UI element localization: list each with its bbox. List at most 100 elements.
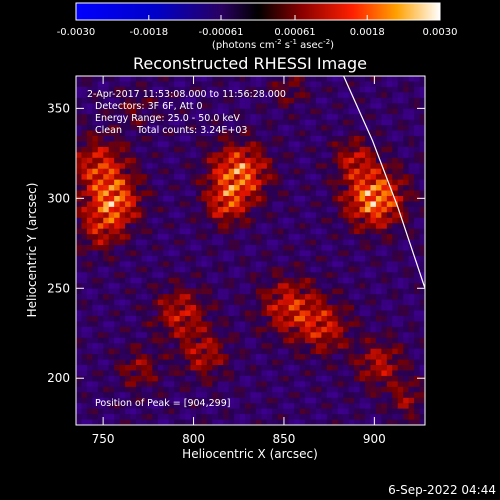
heatmap-cell	[228, 403, 235, 410]
heatmap-cell	[234, 419, 240, 425]
heatmap-cell	[206, 195, 213, 202]
heatmap-cell	[157, 114, 164, 121]
heatmap-cell	[397, 332, 404, 339]
heatmap-cell	[217, 168, 224, 175]
heatmap-cell	[294, 255, 300, 262]
heatmap-cell	[76, 305, 82, 311]
heatmap-cell	[375, 179, 382, 186]
heatmap-cell	[261, 392, 268, 399]
heatmap-cell	[419, 223, 425, 230]
heatmap-cell	[185, 234, 191, 240]
heatmap-cell	[272, 326, 279, 333]
heatmap-cell	[103, 250, 110, 257]
heatmap-cell	[81, 125, 88, 131]
heatmap-cell	[119, 310, 126, 317]
heatmap-cell	[337, 403, 344, 410]
heatmap-cell	[283, 163, 290, 170]
heatmap-cell	[408, 223, 415, 230]
heatmap-cell	[266, 195, 273, 202]
heatmap-cell	[370, 130, 377, 137]
heatmap-cell	[414, 185, 420, 191]
heatmap-cell	[386, 135, 393, 142]
heatmap-cell	[108, 354, 115, 360]
heatmap-cell	[403, 217, 410, 224]
heatmap-cell	[130, 375, 137, 382]
heatmap-cell	[201, 386, 208, 393]
heatmap-cell	[250, 185, 257, 191]
heatmap-cell	[146, 108, 153, 115]
heatmap-cell	[239, 195, 246, 202]
heatmap-cell	[392, 277, 399, 284]
heatmap-cell	[185, 206, 191, 213]
heatmap-cell	[315, 103, 322, 110]
heatmap-cell	[386, 146, 393, 153]
heatmap-cell	[163, 419, 170, 425]
heatmap-cell	[125, 272, 131, 279]
heatmap-cell	[206, 130, 213, 137]
heatmap-cell	[239, 354, 246, 360]
heatmap-cell	[348, 130, 355, 137]
heatmap-cell	[190, 92, 197, 99]
heatmap-cell	[266, 239, 273, 246]
heatmap-cell	[332, 419, 339, 425]
heatmap-cell	[201, 130, 208, 137]
heatmap-cell	[261, 348, 268, 355]
heatmap-cell	[348, 375, 355, 382]
heatmap-cell	[397, 348, 404, 355]
heatmap-cell	[272, 239, 279, 246]
heatmap-cell	[272, 305, 279, 311]
heatmap-cell	[272, 419, 279, 425]
heatmap-cell	[212, 332, 219, 339]
heatmap-cell	[239, 157, 246, 164]
heatmap-cell	[97, 146, 104, 153]
heatmap-cell	[86, 397, 93, 404]
heatmap-cell	[135, 119, 142, 126]
heatmap-cell	[185, 326, 191, 333]
heatmap-cell	[315, 277, 322, 284]
heatmap-cell	[348, 255, 355, 262]
heatmap-cell	[223, 305, 230, 311]
heatmap-cell	[354, 190, 360, 197]
heatmap-cell	[223, 239, 230, 246]
heatmap-cell	[288, 212, 295, 219]
heatmap-cell	[125, 195, 131, 202]
heatmap-cell	[76, 408, 82, 415]
heatmap-cell	[103, 310, 110, 317]
heatmap-cell	[381, 359, 388, 366]
heatmap-cell	[403, 114, 410, 121]
heatmap-cell	[386, 130, 393, 137]
heatmap-cell	[135, 310, 142, 317]
heatmap-cell	[103, 146, 110, 153]
heatmap-cell	[414, 392, 420, 399]
heatmap-cell	[326, 397, 333, 404]
heatmap-cell	[261, 108, 268, 115]
heatmap-cell	[403, 163, 410, 170]
heatmap-cell	[365, 354, 371, 360]
heatmap-cell	[315, 283, 322, 290]
heatmap-cell	[403, 135, 410, 142]
heatmap-cell	[125, 365, 131, 371]
heatmap-cell	[365, 135, 371, 142]
heatmap-cell	[266, 185, 273, 191]
heatmap-cell	[408, 354, 415, 360]
heatmap-cell	[103, 152, 110, 159]
heatmap-cell	[130, 337, 137, 344]
heatmap-cell	[228, 179, 235, 186]
heatmap-cell	[266, 190, 273, 197]
heatmap-cell	[146, 163, 153, 170]
heatmap-cell	[414, 234, 420, 240]
heatmap-cell	[283, 201, 290, 208]
heatmap-cell	[403, 386, 410, 393]
heatmap-cell	[288, 370, 295, 377]
heatmap-cell	[245, 206, 251, 213]
heatmap-cell	[201, 348, 208, 355]
heatmap-cell	[337, 375, 344, 382]
heatmap-cell	[310, 348, 317, 355]
heatmap-cell	[86, 277, 93, 284]
heatmap-cell	[245, 114, 251, 121]
heatmap-cell	[92, 135, 99, 142]
heatmap-cell	[212, 190, 219, 197]
heatmap-cell	[299, 108, 306, 115]
heatmap-cell	[103, 228, 110, 235]
heatmap-cell	[250, 321, 257, 328]
